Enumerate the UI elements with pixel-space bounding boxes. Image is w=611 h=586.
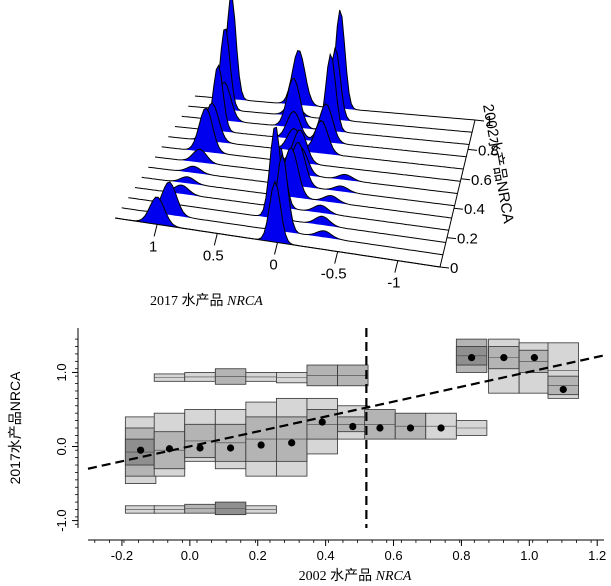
ridgeline-y-tick [439, 266, 450, 269]
boxplot-x-tick-label: 0.4 [317, 548, 335, 563]
median-point [500, 354, 508, 362]
boxplot-x-tick-label: 1.0 [520, 548, 538, 563]
median-point [468, 354, 476, 362]
bin-column [306, 364, 338, 455]
ridge [134, 147, 449, 231]
ridgeline-y-tick [446, 237, 457, 240]
ridge-line [161, 107, 461, 182]
ridgeline-y-tick [474, 119, 485, 122]
boxplot-x-tick-label: 1.2 [588, 548, 606, 563]
boxplot-y-tick-label: 1.0 [54, 363, 69, 381]
ridge-line [174, 64, 467, 158]
ridgeline-x-tick-label: -0.5 [321, 266, 347, 283]
ridge [161, 107, 461, 182]
ridgeline-x-tick [153, 224, 158, 237]
ridgeline-y-tick-label: 0.2 [457, 231, 478, 248]
median-point [288, 439, 296, 447]
median-point [406, 424, 415, 432]
boxplot-chart: -0.2 0.0 0.2 0.4 0.6 0.8 1.0 1.2 -1.0 0.0 1.0 2002… [7, 328, 606, 584]
ridgeline-y-tick-label: 0 [450, 260, 458, 277]
ridgeline-y-tick-label: 0.6 [471, 172, 492, 189]
ridgeline-x-tick-label: 0.5 [203, 247, 224, 264]
ridge-fill [148, 142, 455, 206]
boxplot-axes: -0.2 0.0 0.2 0.4 0.6 0.8 1.0 1.2 -1.0 0.0 1.0 [54, 328, 606, 563]
median-point [226, 444, 235, 452]
boxplot-y-tick-label: -1.0 [54, 509, 69, 531]
bin-column [245, 372, 277, 514]
ridge [181, 52, 470, 145]
boxplot-y-tick-label: 0.0 [54, 437, 69, 455]
ridgeline-chart: 10.50-0.5-110.80.60.40.20 2017 水产品 NRCA … [114, 0, 517, 309]
ridgeline-x-tick [213, 233, 218, 246]
ridgeline-y-tick-label: 1 [485, 113, 493, 130]
median-point [376, 424, 384, 432]
ridge-line [134, 147, 449, 231]
median-point [137, 446, 145, 454]
ridgeline-x-tick-label: -1 [387, 275, 400, 292]
median-point [349, 422, 357, 431]
boxplot-x-axis-label: 2002 水产品 NRCA [299, 568, 412, 584]
ridgeline-series [114, 0, 476, 268]
median-point [559, 385, 567, 394]
ridgeline-y-tick [467, 148, 478, 151]
ridge-fill [115, 181, 440, 267]
median-point [196, 444, 204, 452]
trend-line [87, 354, 605, 470]
ridge [148, 141, 455, 207]
ridge-line [141, 147, 452, 219]
ridgeline-axes: 1 0.5 0 -0.5 -1 1 0.8 0.6 0.4 0.2 0 [114, 113, 499, 292]
ridgeline-x-tick [274, 242, 278, 255]
ridgeline-x-axis-label: 2017 水产品 NRCA [150, 293, 263, 309]
ridgeline-x-tick [334, 251, 339, 264]
ridgeline-y-tick-label: 0.4 [464, 201, 485, 218]
boxplot-boxes [87, 328, 605, 528]
ridgeline-y-tick [453, 207, 464, 210]
ridge [121, 152, 443, 256]
boxplot-x-tick-label: 0.0 [181, 548, 199, 563]
boxplot-x-tick-label: 0.2 [249, 548, 267, 563]
boxplot-x-tick-label: 0.8 [452, 548, 470, 563]
median-point [257, 441, 265, 449]
ridge-fill [121, 154, 443, 255]
boxplot-x-tick-label: 0.6 [384, 548, 402, 563]
bin-column [364, 409, 396, 440]
boxplot-x-tick-label: -0.2 [111, 548, 133, 563]
bin-column [153, 373, 186, 514]
ridge-fill [141, 147, 452, 218]
ridgeline-y-tick [460, 178, 471, 181]
ridge-fill [181, 54, 470, 145]
ridge-line [121, 152, 443, 256]
ridgeline-x-tick-label: 1 [149, 238, 157, 255]
bin-column [214, 368, 247, 516]
ridge-fill [168, 103, 464, 169]
ridgeline-y-tick-label: 0.8 [478, 142, 499, 159]
median-point [318, 418, 326, 426]
ridgeline-x-tick-label: 0 [269, 257, 277, 274]
bin-column [488, 338, 520, 394]
ridge-line [181, 52, 470, 145]
ridge [168, 102, 464, 170]
median-point [530, 354, 539, 362]
median-point [437, 424, 445, 432]
ridgeline-y-axis [439, 119, 476, 268]
bin-column [276, 372, 308, 477]
ridge [141, 147, 452, 219]
ridge-line [148, 141, 455, 207]
ridgeline-x-tick [394, 260, 399, 273]
bin-column [184, 372, 216, 514]
bin-column [394, 412, 427, 440]
ridge-line [154, 146, 458, 194]
bin-column [124, 416, 157, 514]
median-point [165, 445, 174, 453]
ridge-line [168, 102, 464, 170]
boxplot-y-axis-label: 2017水产品NRCA [7, 371, 23, 484]
